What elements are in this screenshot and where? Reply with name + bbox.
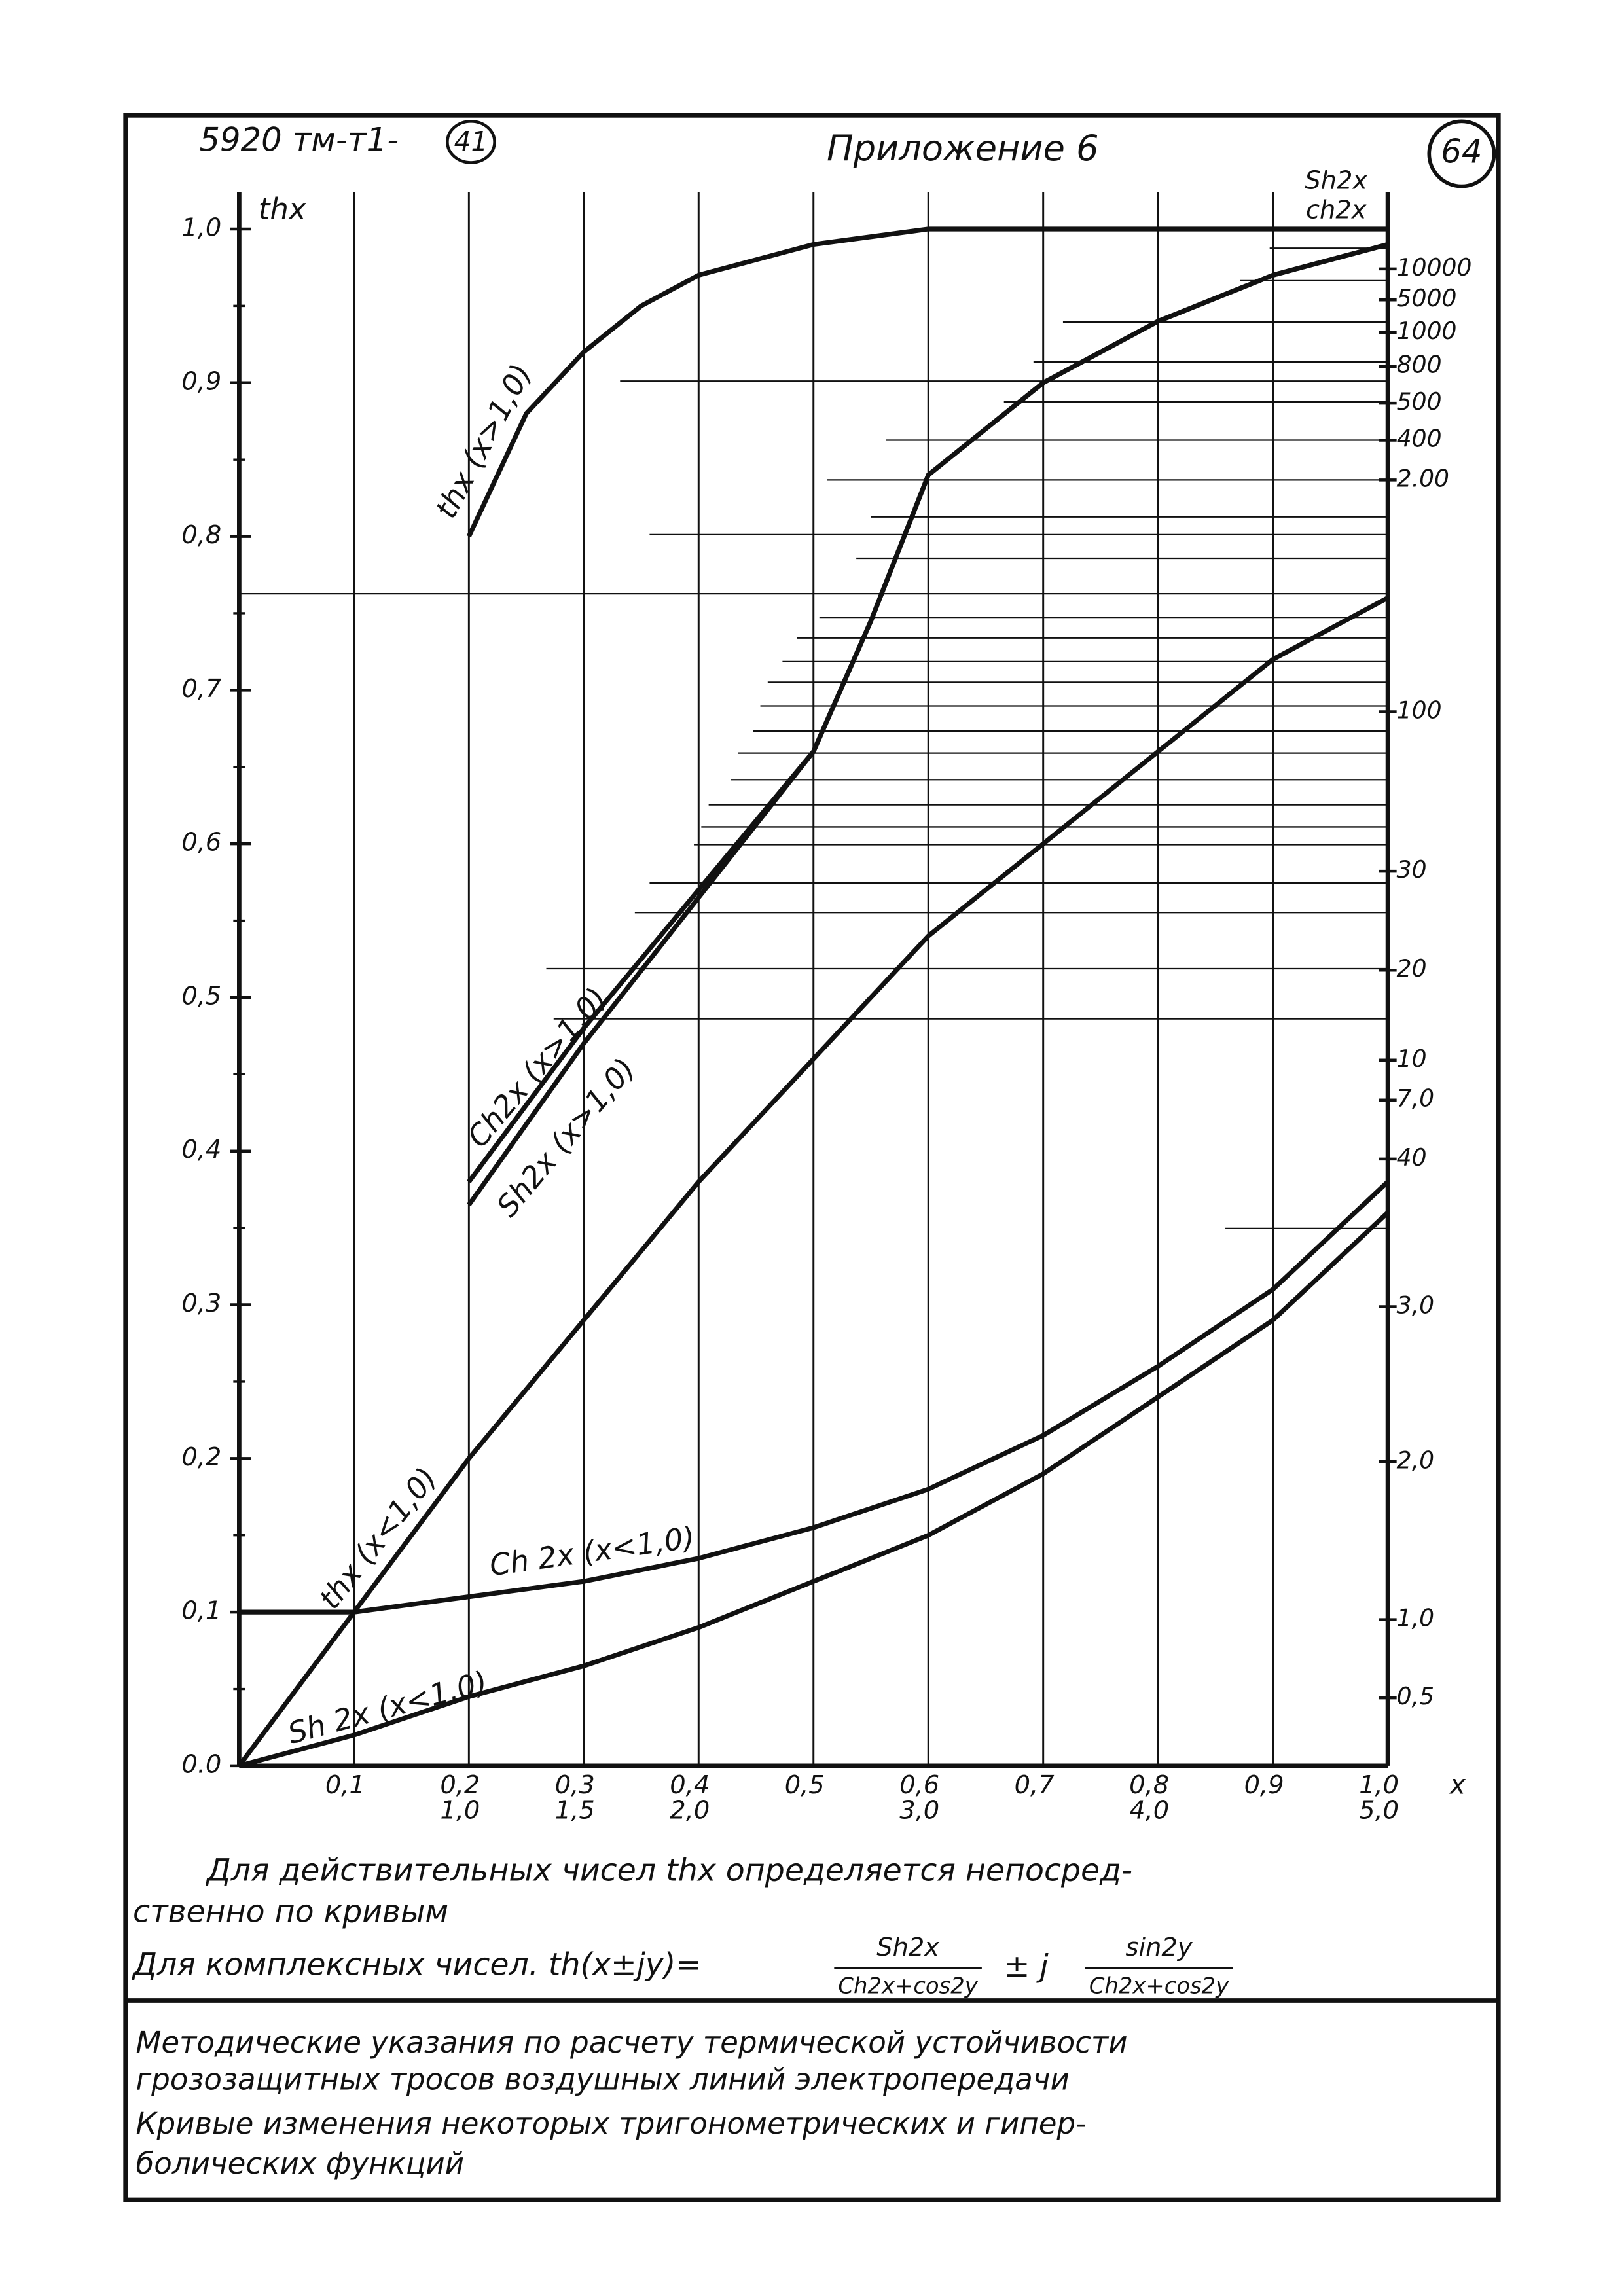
y2-tick-label: 2.00	[1397, 465, 1449, 492]
y2-tick-label: 5000	[1397, 285, 1457, 312]
y2-tick-label: 500	[1397, 388, 1442, 416]
footer-line: болических функций	[136, 2146, 465, 2181]
formula-sign: ± j	[1004, 1948, 1049, 1984]
x-tick-label: 1,0	[1359, 1770, 1399, 1800]
y-tick-label: 0.0	[181, 1749, 221, 1779]
footer-line: Кривые изменения некоторых тригонометрич…	[136, 2106, 1087, 2141]
note-line: Для действительных чисел thx определяетс…	[206, 1852, 1132, 1888]
x2-tick-label: 5,0	[1359, 1795, 1399, 1825]
y-tick-label: 0,9	[181, 367, 221, 396]
formula-numerator: sin2y	[1126, 1933, 1193, 1962]
y-tick-label: 0,6	[181, 828, 221, 857]
y2-tick-label: 10	[1397, 1045, 1427, 1073]
y2-tick-label: 2,0	[1397, 1446, 1434, 1474]
x-axis-label: x	[1449, 1768, 1466, 1800]
y2-tick-label: 40	[1397, 1144, 1427, 1172]
x-tick-label: 0,3	[555, 1770, 595, 1800]
y-tick-label: 0,3	[181, 1289, 221, 1318]
y2-tick-label: 100	[1397, 697, 1442, 725]
y2-tick-label: 800	[1397, 351, 1442, 379]
note-line: ственно по кривым	[133, 1893, 448, 1929]
curve	[467, 226, 1388, 538]
formula-denominator: Ch2x+cos2y	[838, 1973, 978, 1999]
y2-tick-label: 1000	[1397, 317, 1457, 345]
x-tick-label: 0,9	[1244, 1770, 1284, 1800]
x-tick-label: 0,8	[1129, 1770, 1169, 1800]
footer-line: Методические указания по расчету термиче…	[136, 2025, 1128, 2060]
x2-tick-label: 1,5	[555, 1795, 595, 1825]
formula-prefix: Для комплексных чисел. th(x±jy)=	[132, 1947, 702, 1983]
doc-code: 5920 тм-т1-	[199, 120, 399, 158]
y2-tick-label: 10000	[1397, 254, 1472, 281]
doc-code-number: 41	[454, 126, 488, 157]
x2-tick-label: 4,0	[1129, 1795, 1169, 1825]
footer-line: грозозащитных тросов воздушных линий эле…	[136, 2062, 1070, 2097]
y2-axis-label: Sh2x	[1305, 166, 1367, 195]
sheet-number: 64	[1441, 132, 1482, 170]
y-tick-label: 0,4	[181, 1135, 221, 1164]
x-tick-label: 0,6	[899, 1770, 939, 1800]
y-tick-label: 0,1	[181, 1596, 221, 1626]
code-circle	[446, 120, 496, 164]
y-axis-label: thx	[259, 192, 307, 226]
curve	[467, 242, 1389, 1207]
x2-tick-label: 3,0	[899, 1795, 939, 1825]
y-tick-label: 0,2	[181, 1443, 221, 1472]
x-tick-label: 0,5	[785, 1770, 825, 1800]
curve	[237, 596, 1389, 1768]
appendix: Приложение 6	[827, 128, 1099, 169]
formula-numerator: Sh2x	[876, 1933, 939, 1962]
frame	[123, 113, 1501, 2202]
x-tick-label: 0,7	[1015, 1770, 1055, 1800]
y2-tick-label: 20	[1397, 955, 1427, 982]
x-tick-label: 0,2	[440, 1770, 480, 1800]
y2-tick-label: 400	[1397, 425, 1442, 453]
formula-denominator: Ch2x+cos2y	[1089, 1973, 1229, 1999]
x-tick-label: 0,4	[670, 1770, 710, 1800]
y2-axis-label: ch2x	[1306, 195, 1367, 224]
x-tick-label: 0,1	[325, 1770, 365, 1800]
y2-tick-label: 7,0	[1397, 1085, 1434, 1113]
y2-tick-label: 3,0	[1397, 1291, 1434, 1319]
y-tick-label: 0,5	[181, 981, 221, 1011]
y2-tick-label: 1,0	[1397, 1605, 1434, 1632]
y2-tick-label: 0,5	[1397, 1683, 1434, 1710]
y-tick-label: 1,0	[181, 213, 221, 242]
curve	[239, 1180, 1390, 1615]
x2-tick-label: 1,0	[440, 1795, 480, 1825]
y-tick-label: 0,7	[181, 674, 222, 704]
sheet-circle	[1427, 119, 1496, 188]
y-tick-label: 0,8	[181, 520, 221, 550]
x2-tick-label: 2,0	[670, 1795, 710, 1825]
curve	[238, 1211, 1390, 1768]
y2-tick-label: 30	[1397, 856, 1427, 884]
